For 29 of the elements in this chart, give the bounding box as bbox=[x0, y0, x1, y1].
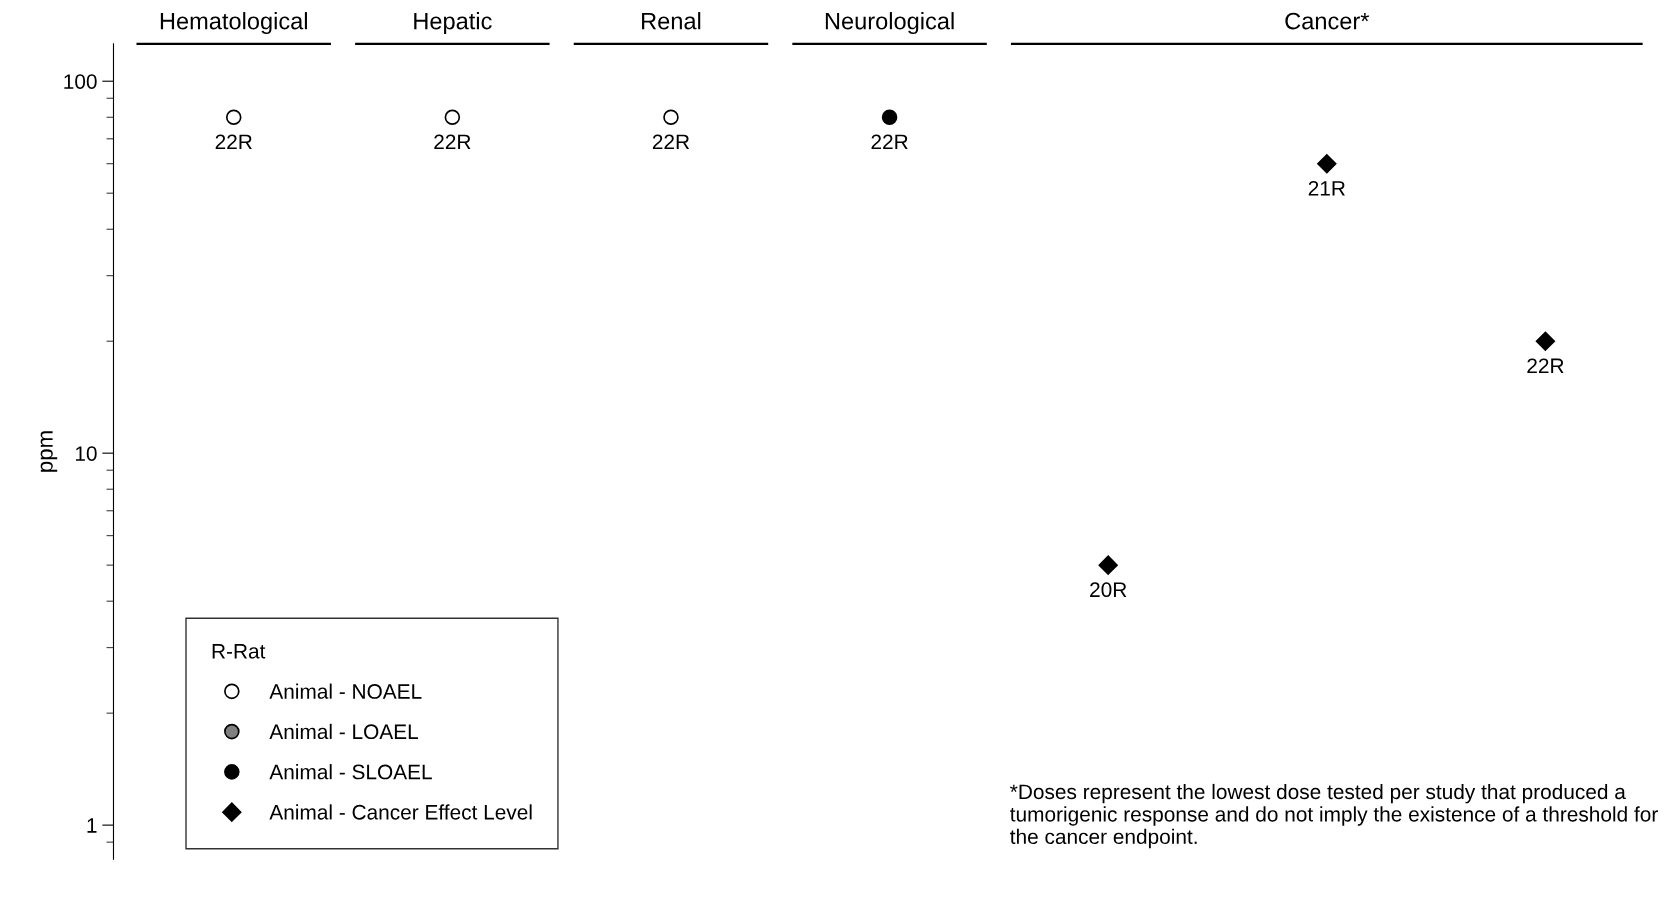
legend-label: Animal - LOAEL bbox=[269, 723, 418, 740]
annotation: 21R bbox=[1308, 180, 1345, 196]
annotation: 22R bbox=[434, 134, 471, 150]
legend-label: Animal - Cancer Effect Level bbox=[269, 804, 532, 820]
point bbox=[663, 109, 679, 126]
x-tick-label: Hematological bbox=[160, 12, 307, 35]
annotation: 20R bbox=[1090, 582, 1127, 598]
y-axis-title: ppm bbox=[40, 431, 58, 472]
point bbox=[225, 109, 242, 126]
point bbox=[881, 109, 898, 126]
point bbox=[444, 109, 461, 126]
legend-label: Animal - SLOAEL bbox=[269, 764, 432, 780]
x-tick-label: Neurological bbox=[825, 12, 954, 35]
y-tick-label: 1 bbox=[87, 818, 97, 833]
x-tick-label: Hepatic bbox=[414, 12, 492, 35]
annotation: 22R bbox=[871, 134, 908, 150]
annotation: 22R bbox=[1527, 358, 1564, 373]
x-tick-label: Renal bbox=[642, 12, 701, 30]
point bbox=[1098, 555, 1118, 575]
y-tick-label: 10 bbox=[75, 446, 97, 461]
annotation: 22R bbox=[652, 134, 690, 150]
x-tick-label: Cancer* bbox=[1285, 12, 1370, 30]
annotation: *Doses represent the lowest dose tested per study that produced a tumorigenic response and do not imply the existence of a threshold for the cancer endpoint. bbox=[1010, 783, 1658, 849]
point bbox=[1317, 154, 1337, 174]
point bbox=[1535, 331, 1556, 351]
legend-label: Animal - NOAEL bbox=[269, 683, 422, 699]
y-tick-label: 100 bbox=[64, 74, 97, 89]
annotation: 22R bbox=[215, 134, 252, 150]
legend-title: R-Rat bbox=[212, 644, 266, 659]
